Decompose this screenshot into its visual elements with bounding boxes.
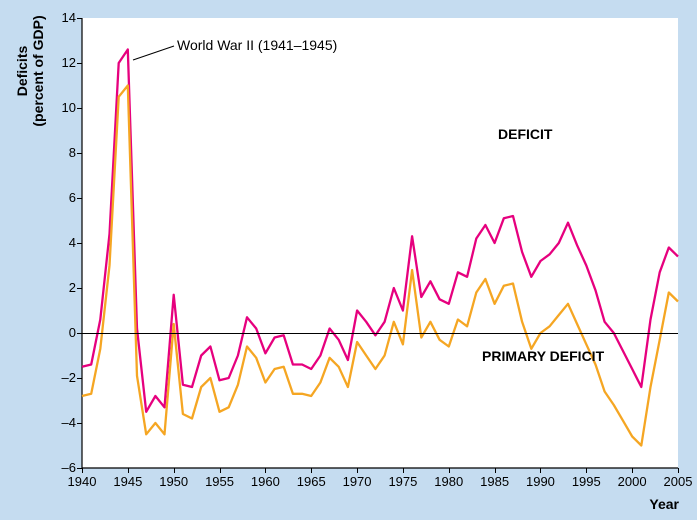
- x-tick-label: 1955: [200, 474, 240, 489]
- x-tick-label: 1960: [245, 474, 285, 489]
- y-tick-label: –2: [46, 370, 76, 385]
- y-tick-label: 8: [46, 145, 76, 160]
- y-tick-label: 10: [46, 100, 76, 115]
- x-tick-label: 1995: [566, 474, 606, 489]
- annotation-leader-line: [133, 46, 174, 60]
- x-tick-label: 1940: [62, 474, 102, 489]
- x-tick-label: 1965: [291, 474, 331, 489]
- y-tick-label: 0: [46, 325, 76, 340]
- chart-container: Deficits (percent of GDP) Year World War…: [0, 0, 697, 520]
- deficit-label: DEFICIT: [498, 126, 552, 142]
- line-svg: [0, 0, 697, 520]
- y-tick-label: 2: [46, 280, 76, 295]
- zero-line: [82, 333, 678, 334]
- y-tick-label: 4: [46, 235, 76, 250]
- y-tick-label: –6: [46, 460, 76, 475]
- series-line-primary-deficit: [82, 86, 678, 446]
- x-tick-label: 1970: [337, 474, 377, 489]
- primary-deficit-label: PRIMARY DEFICIT: [482, 348, 604, 364]
- y-tick-label: –4: [46, 415, 76, 430]
- x-tick-label: 1945: [108, 474, 148, 489]
- ww2-annotation: World War II (1941–1945): [177, 37, 337, 53]
- y-tick-label: 6: [46, 190, 76, 205]
- x-tick-label: 1990: [520, 474, 560, 489]
- x-tick-label: 1980: [429, 474, 469, 489]
- x-tick-label: 1985: [475, 474, 515, 489]
- y-tick-label: 12: [46, 55, 76, 70]
- x-tick-label: 1975: [383, 474, 423, 489]
- y-tick-label: 14: [46, 10, 76, 25]
- x-tick-label: 1950: [154, 474, 194, 489]
- x-tick-label: 2000: [612, 474, 652, 489]
- x-tick-label: 2005: [658, 474, 697, 489]
